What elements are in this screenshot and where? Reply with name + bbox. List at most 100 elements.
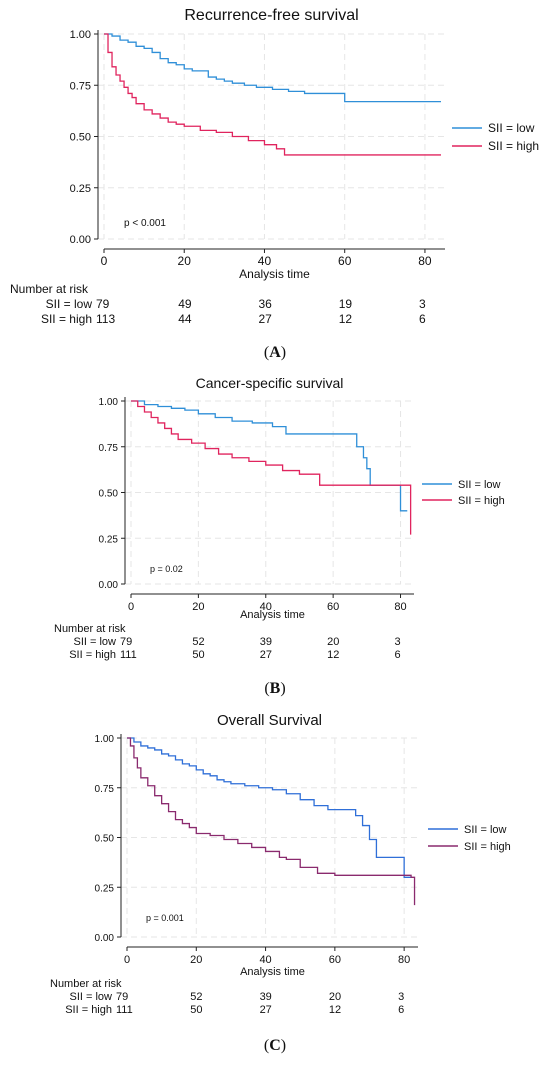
legend-label: SII = low <box>458 479 501 491</box>
caption-b: (B) <box>264 680 286 697</box>
legend-label: SII = high <box>488 139 539 153</box>
risk-row-label: SII = high <box>65 1004 112 1016</box>
legend-label: SII = low <box>488 121 535 135</box>
x-tick-label: 40 <box>258 254 272 268</box>
panel-c: Overall Survival 0.00 0.25 0.50 0.75 1.00 0 20 4… <box>0 705 550 1066</box>
risk-row-label: SII = low <box>69 991 113 1003</box>
risk-count: 39 <box>259 991 272 1003</box>
risk-row-label: SII = high <box>40 312 92 326</box>
legend-label: SII = high <box>464 841 511 853</box>
risk-table-heading: Number at risk <box>10 282 89 296</box>
risk-count: 3 <box>398 991 405 1003</box>
risk-count: 44 <box>178 312 192 326</box>
y-tick-label: 0.00 <box>70 234 91 246</box>
series-line-low <box>104 33 441 103</box>
x-tick-label: 40 <box>260 601 272 613</box>
chart-a: Recurrence-free survival 0.00 0.25 0.50 0.75… <box>70 7 539 281</box>
chart-title: Cancer-specific survival <box>196 375 344 391</box>
risk-count: 39 <box>259 636 272 648</box>
risk-table-heading: Number at risk <box>50 978 122 990</box>
risk-count: 6 <box>398 1004 405 1016</box>
x-tick-label: 0 <box>128 601 134 613</box>
risk-row-label: SII = high <box>69 649 116 661</box>
x-tick-label: 80 <box>418 254 432 268</box>
x-tick-label: 60 <box>327 601 339 613</box>
risk-count: 52 <box>192 636 205 648</box>
x-tick-label: 60 <box>329 954 341 966</box>
series-line-high <box>127 737 416 906</box>
x-axis-label: Analysis time <box>240 609 305 621</box>
y-tick-label: 0.25 <box>95 883 115 894</box>
y-tick-label: 1.00 <box>70 29 91 41</box>
y-tick-label: 0.00 <box>99 580 119 591</box>
y-tick-label: 0.00 <box>95 933 115 944</box>
risk-count: 113 <box>96 312 116 326</box>
caption-c-letter: C <box>269 1037 281 1054</box>
risk-count: 19 <box>338 297 353 311</box>
series-line-high <box>104 33 441 156</box>
caption-a: (A) <box>263 344 287 361</box>
x-tick-label: 0 <box>101 254 108 268</box>
x-axis-label: Analysis time <box>239 267 310 281</box>
risk-count: 79 <box>96 297 110 311</box>
p-value-annotation: p = 0.02 <box>150 564 183 574</box>
risk-count: 27 <box>259 1004 272 1016</box>
risk-count: 50 <box>192 649 205 661</box>
risk-count: 3 <box>418 297 426 311</box>
risk-row-label: SII = low <box>45 297 92 311</box>
risk-table-c: Number at risk SII = low 79 52 39 20 3 SII = hi… <box>0 976 550 1026</box>
panel-b: Cancer-specific survival 0.00 0.25 0.50 0.75… <box>0 370 550 710</box>
risk-count: 111 <box>120 649 137 661</box>
x-tick-label: 0 <box>124 954 130 966</box>
caption-a-letter: A <box>269 344 281 361</box>
series-line-high <box>131 400 412 535</box>
risk-count: 12 <box>338 312 353 326</box>
y-tick-label: 0.75 <box>99 443 119 454</box>
risk-count: 3 <box>394 636 401 648</box>
y-tick-label: 0.25 <box>70 183 91 195</box>
risk-count: 12 <box>327 649 340 661</box>
series-line-low <box>127 737 412 878</box>
risk-count: 79 <box>116 991 129 1003</box>
risk-count: 111 <box>116 1004 133 1016</box>
legend-label: SII = high <box>458 495 505 507</box>
risk-count: 49 <box>178 297 192 311</box>
chart-b: Cancer-specific survival 0.00 0.25 0.50 0.75… <box>99 375 505 621</box>
x-tick-label: 20 <box>192 601 204 613</box>
risk-count: 79 <box>120 636 133 648</box>
p-value-annotation: p = 0.001 <box>146 913 184 923</box>
x-tick-label: 20 <box>190 954 202 966</box>
risk-count: 12 <box>328 1004 342 1016</box>
series-line-low <box>131 400 408 512</box>
x-axis-label: Analysis time <box>240 966 305 978</box>
y-tick-label: 1.00 <box>95 734 115 745</box>
caption-b-letter: B <box>269 680 281 697</box>
p-value-annotation: p < 0.001 <box>124 218 166 229</box>
y-tick-label: 0.50 <box>99 489 119 500</box>
risk-table-a: Number at risk SII = low 79 49 36 19 3 SII = hi… <box>0 281 550 331</box>
risk-table-b: Number at risk SII = low 79 52 39 20 3 SII = hi… <box>0 621 550 671</box>
chart-c: Overall Survival 0.00 0.25 0.50 0.75 1.00 0 20 4… <box>95 712 511 978</box>
legend-label: SII = low <box>464 824 507 836</box>
risk-count: 6 <box>394 649 401 661</box>
risk-count: 36 <box>258 297 272 311</box>
y-tick-label: 1.00 <box>99 397 119 408</box>
panel-a: Recurrence-free survival 0.00 0.25 0.50 0.75… <box>0 0 550 370</box>
x-tick-label: 40 <box>259 954 271 966</box>
caption-c: (C) <box>263 1037 287 1054</box>
y-tick-label: 0.75 <box>70 80 91 92</box>
risk-count: 27 <box>259 649 272 661</box>
x-tick-label: 20 <box>178 254 192 268</box>
risk-count: 6 <box>418 312 426 326</box>
chart-title: Overall Survival <box>217 712 322 729</box>
risk-count: 52 <box>190 991 203 1003</box>
y-tick-label: 0.50 <box>70 132 91 144</box>
risk-count: 20 <box>328 991 342 1003</box>
risk-count: 20 <box>327 636 340 648</box>
risk-row-label: SII = low <box>73 636 117 648</box>
y-tick-label: 0.50 <box>95 834 115 845</box>
x-tick-label: 80 <box>394 601 406 613</box>
y-tick-label: 0.75 <box>95 784 115 795</box>
risk-count: 50 <box>190 1004 203 1016</box>
y-tick-label: 0.25 <box>99 534 119 545</box>
